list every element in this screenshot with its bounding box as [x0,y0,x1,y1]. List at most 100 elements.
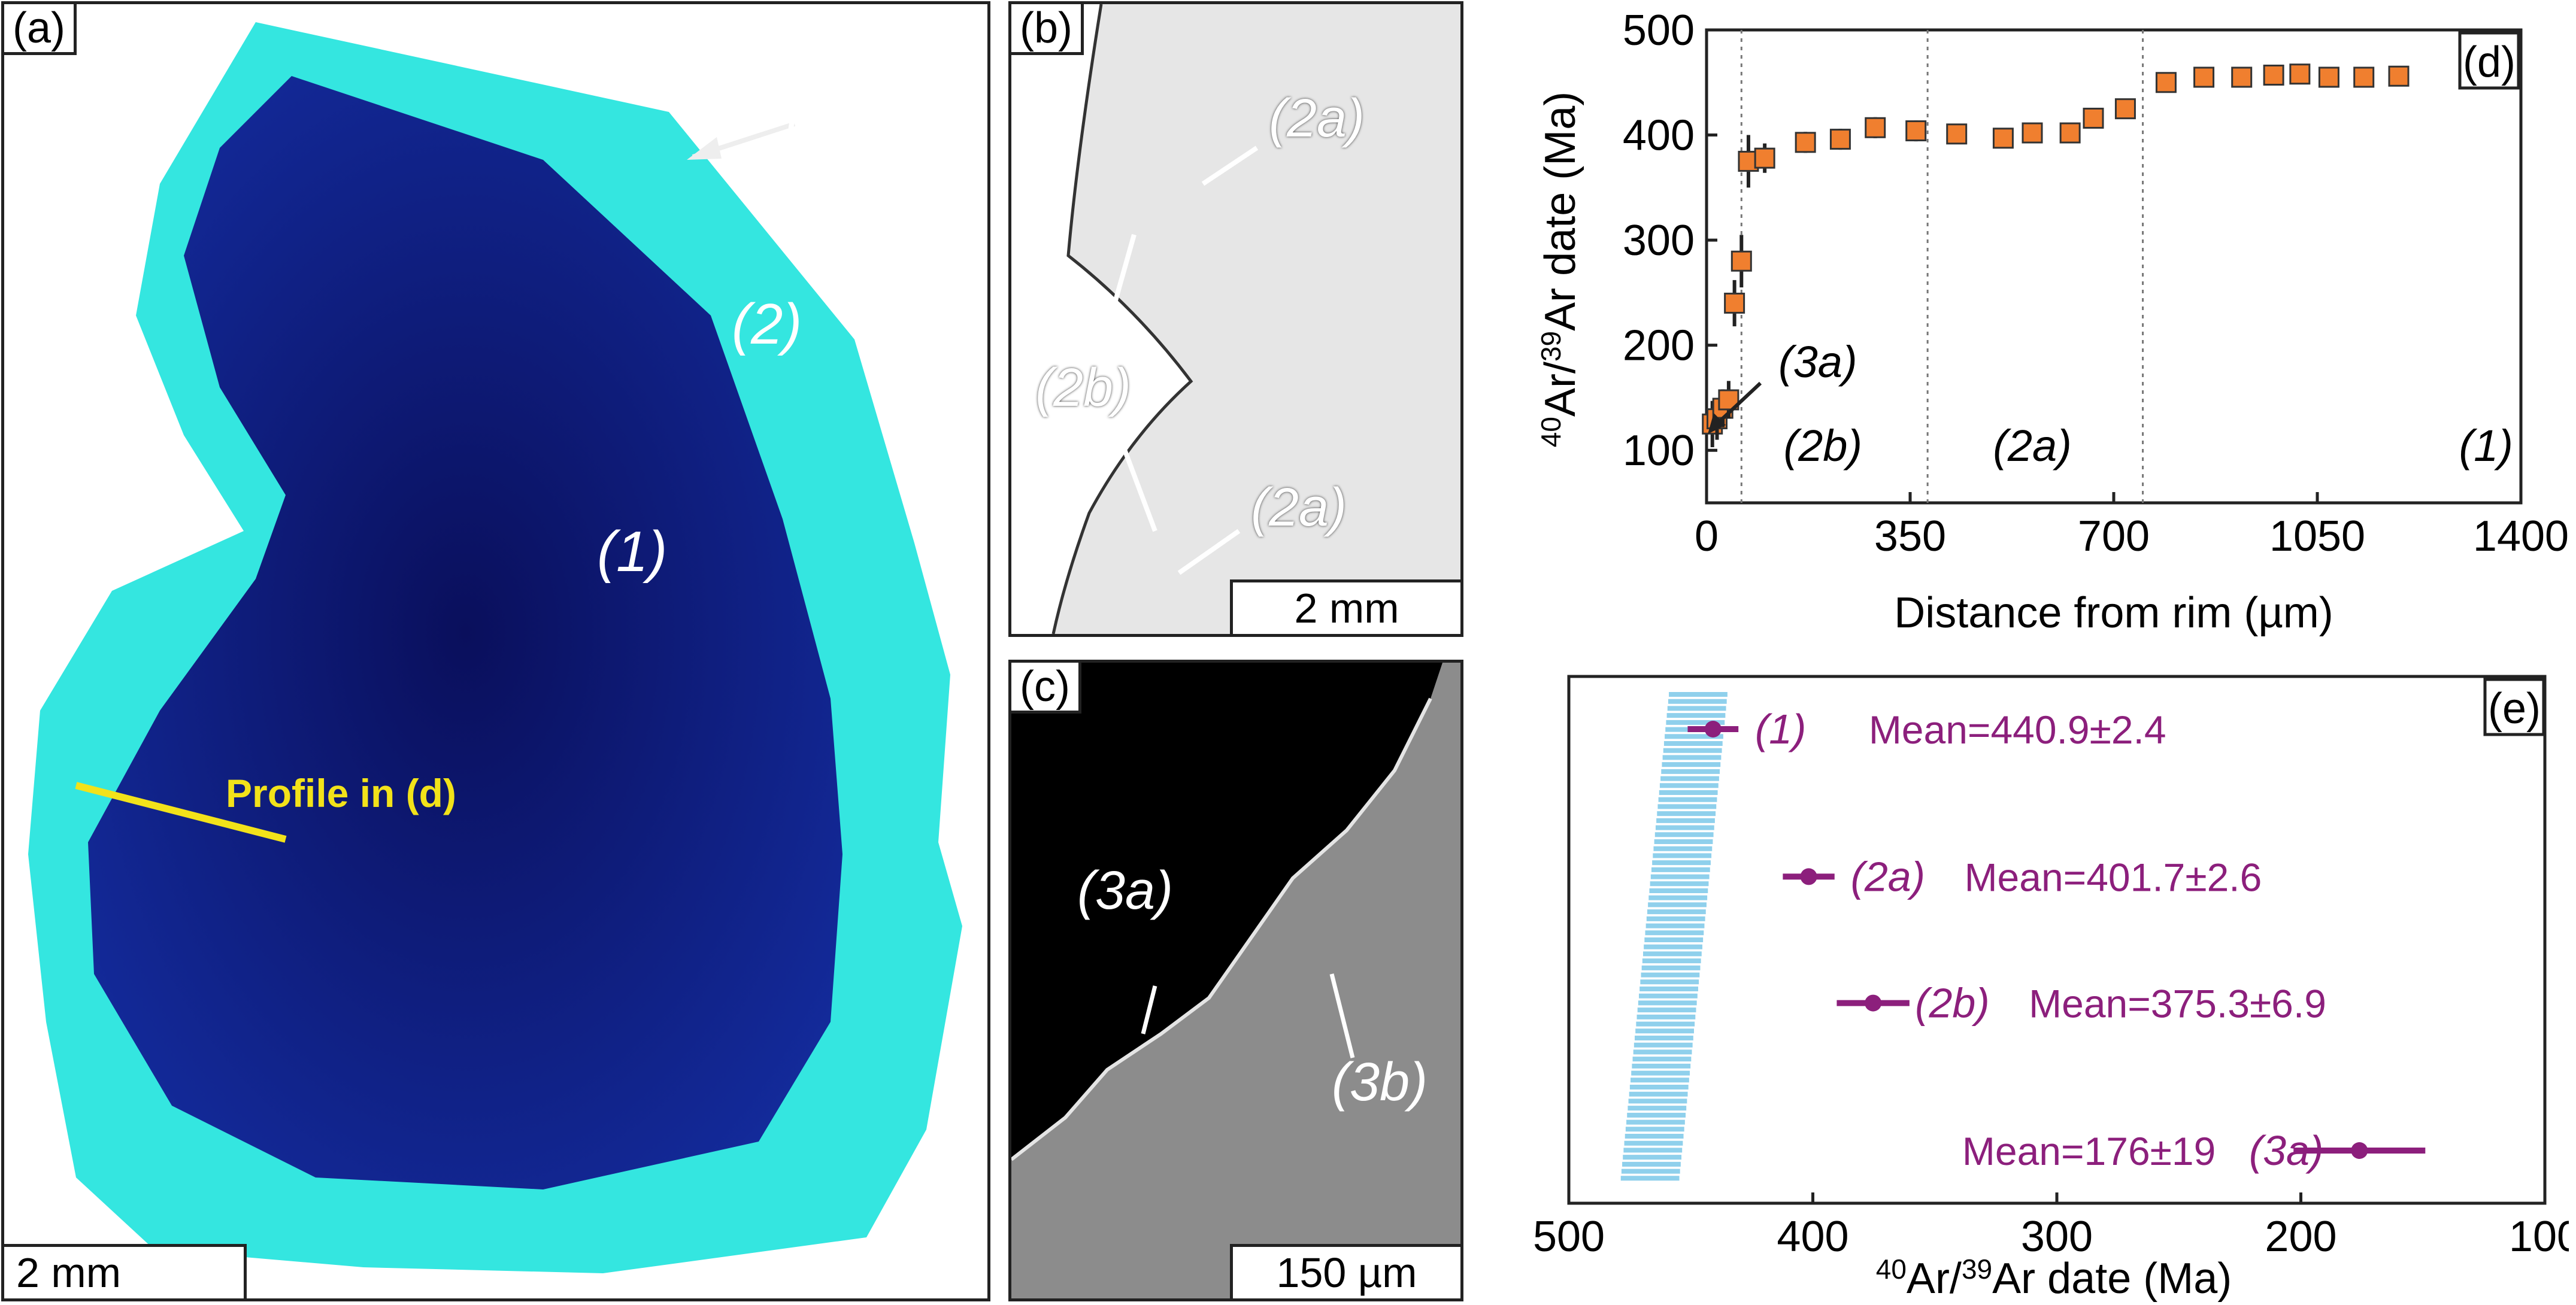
chart-e-xlabel-sup2: 39 [1962,1254,1992,1285]
panel-a-image [28,22,962,1273]
chart-e-xtick-label: 500 [1533,1213,1605,1261]
chart-e-label-box [2483,678,2545,736]
panel-b-void [1011,4,1191,634]
chart-d-label-box [2458,31,2520,90]
panel-b-rim-edge [1051,4,1193,634]
chart-e-xtick-label: 300 [2021,1213,2093,1261]
arrow-3-head [687,137,722,160]
chart-e-xlabel: 40Ar/39Ar date (Ma) [1876,1254,2232,1303]
annotation-2a-top: (2a) [1269,89,1365,148]
arrow-2a-bottom [1177,529,1241,575]
chart-d-point [1946,123,1968,145]
annotation-3b: (3b) [1332,1052,1428,1112]
chart-e-zone-label: (1) [1755,706,1807,752]
chart-d-ylabel-tail: Ar date (Ma) [1536,92,1584,331]
arrow-2a-top [1201,145,1259,186]
chart-e-groups: (1) Mean=440.9±2.4 (2a) Mean=401.7±2.6 (2b) M… [1687,706,2426,1174]
chart-d-point [2083,107,2104,129]
chart-d-point [2231,66,2253,88]
panel-a: (a) (3) (2) (1) Profile in (d) 2 mm [1,1,990,1301]
chart-d-xtick-label: 1400 [2473,512,2569,560]
chart-d-plot-frame [1705,28,2523,505]
panel-e-chart: (1) Mean=440.9±2.4 (2a) Mean=401.7±2.6 (2b) M… [1533,675,2569,1303]
arrow-3a [1141,985,1157,1034]
chart-e-xlabel-tail: Ar date (Ma) [1992,1255,2232,1303]
chart-d-ytick-label: 300 [1623,217,1695,265]
chart-e-xlabel-mid: Ar/ [1907,1255,1962,1303]
arrow-2b-bottom [1117,434,1157,532]
chart-d-xtick-label: 700 [2078,512,2150,560]
chart-e-panel-label: (e) [2488,685,2541,733]
chart-d-point [1865,117,1886,138]
chart-d-arrow-label: (3a) [1778,337,1857,387]
chart-d-zone-labels: (2b) (2a) (1) [1783,421,2513,471]
chart-d-ytick-labels: 100 200 300 400 500 [1623,7,1717,475]
chart-d-ylabel-sup1: 40 [1535,417,1566,447]
chart-d-point [1905,120,1927,142]
chart-d-xtick-label: 1050 [2269,512,2365,560]
chart-e-xtick-label: 400 [1777,1213,1848,1261]
chart-e-zone-label: (2b) [1915,980,1989,1027]
chart-d-xtick-label: 350 [1874,512,1946,560]
panel-a-scale-bar: 2 mm [4,1244,247,1298]
panel-c-scale-bar: 150 µm [1230,1244,1460,1298]
chart-e-mean-label: Mean=375.3±6.9 [2029,982,2326,1026]
chart-d-ytick-label: 100 [1623,427,1695,475]
annotation-3a: (3a) [1077,861,1174,921]
chart-d-point [1795,132,1816,153]
arrow-2b-top [1099,233,1137,353]
chart-e-mean-marker [1704,721,1722,738]
chart-d-ytick-label: 200 [1623,322,1695,370]
chart-d-point [2388,65,2410,87]
chart-e-mean-label: Mean=440.9±2.4 [1869,708,2166,752]
chart-d-point [2263,64,2284,86]
panel-c: (c) (3a) (3b) 150 µm [1008,660,1463,1301]
chart-d-point [2193,66,2215,88]
chart-d-point [1992,128,2014,149]
panel-c-rim-3a [1011,697,1432,1161]
chart-d-point [2353,66,2375,88]
panel-d-chart: 40Ar/39Ar date (Ma) 100 200 300 400 500 0 350… [1535,7,2569,637]
chart-d-zone-label: (1) [2459,421,2513,471]
chart-e-xtick-labels: 500 400 300 200 100 [1533,1192,2569,1261]
chart-d-point [1754,147,1775,169]
chart-d-zone-label: (2b) [1783,421,1862,471]
panel-b: (b) (2a) (2b) (2a) 2 mm [1008,1,1463,637]
zone-1-label: (1) [597,520,668,584]
chart-d-zone-label: (2a) [1993,421,2072,471]
chart-d-point [2022,122,2043,144]
chart-d-point [1731,250,1752,272]
chart-d-points [1702,63,2410,447]
chart-d-point [1829,129,1851,150]
chart-d-ytick-label: 400 [1623,112,1695,160]
profile-line [75,782,287,843]
arrow-3b [1329,973,1355,1058]
chart-d-ytick-label: 500 [1623,7,1695,54]
chart-e-zone-label: (3a) [2249,1127,2323,1174]
chart-e-bands [1620,692,1728,1181]
chart-d-point [2059,122,2081,144]
chart-e-mean-label: Mean=176±19 [1962,1129,2216,1173]
panel-b-scale-bar: 2 mm [1230,579,1460,634]
chart-d-xtick-labels: 0 350 700 1050 1400 [1695,492,2569,560]
chart-d-ylabel-sup2: 39 [1535,331,1566,362]
panel-b-image [1011,4,1259,634]
chart-e-mean-label: Mean=401.7±2.6 [1965,855,2262,899]
chart-e-xlabel-sup1: 40 [1876,1254,1907,1285]
chart-d-point [1724,292,1745,314]
chart-e-mean-marker [1865,994,1882,1012]
panel-c-grain [1011,663,1460,1298]
chart-d-point [2155,72,2177,93]
chart-d-point [2114,98,2136,120]
chart-e-mean-marker [1800,868,1817,885]
chart-d-xlabel: Distance from rim (µm) [1894,589,2333,637]
zone-3-label: (3) [786,89,856,153]
annotation-2b: (2b) [1035,358,1132,418]
zone-2-label: (2) [732,292,802,356]
chart-d-ylabel: 40Ar/39Ar date (Ma) [1535,92,1584,447]
chart-d-arrow-head [1708,413,1726,434]
panel-c-image [1011,663,1460,1298]
chart-e-xtick-label: 200 [2265,1213,2336,1261]
chart-e-xtick-label: 100 [2509,1213,2569,1261]
chart-d-panel-label: (d) [2463,38,2516,86]
